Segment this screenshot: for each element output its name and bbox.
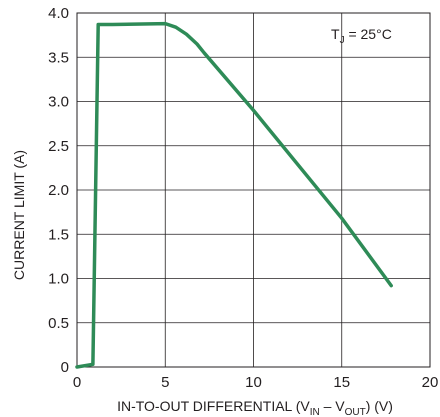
y-tick-label: 2.5 <box>48 138 69 155</box>
x-tick-label: 15 <box>333 374 350 391</box>
temperature-annotation: TJ = 25°C <box>331 26 392 46</box>
y-tick-label: 0 <box>61 359 69 376</box>
y-tick-label: 3.5 <box>48 49 69 66</box>
y-tick-label: 3.0 <box>48 94 69 111</box>
x-tick-label: 0 <box>73 374 81 391</box>
y-tick-label: 2.0 <box>48 182 69 199</box>
x-axis-label: IN-TO-OUT DIFFERENTIAL (VIN – VOUT) (V) <box>117 398 393 417</box>
x-tick-label: 20 <box>422 374 439 391</box>
y-tick-label: 1.0 <box>48 271 69 288</box>
y-tick-labels: 0 0.5 1.0 1.5 2.0 2.5 3.0 3.5 4.0 <box>48 5 69 376</box>
x-tick-label: 5 <box>161 374 169 391</box>
x-tick-label: 10 <box>245 374 262 391</box>
plot-frame <box>76 12 431 368</box>
y-tick-label: 1.5 <box>48 226 69 243</box>
x-tick-labels: 0 5 10 15 20 <box>73 374 439 391</box>
y-tick-label: 4.0 <box>48 5 69 22</box>
grid <box>76 12 431 368</box>
y-axis-label: CURRENT LIMIT (A) <box>11 150 27 280</box>
y-tick-label: 0.5 <box>48 315 69 332</box>
current-limit-line <box>75 21 393 369</box>
